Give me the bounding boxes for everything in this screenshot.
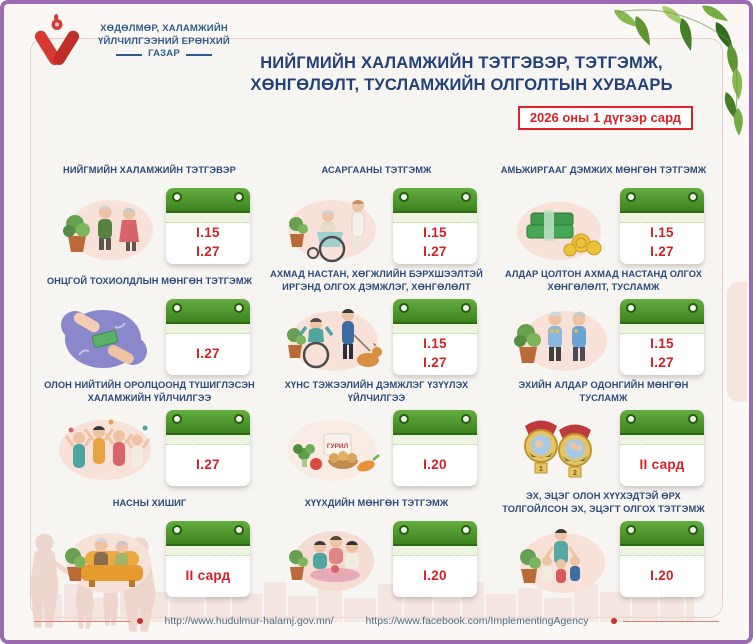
- agency-name: ХӨДӨЛМӨР, ХАЛАМЖИЙН ҮЙЛЧИЛГЭЭНИЙ ЕРӨНХИЙ…: [89, 23, 239, 61]
- calendar-icon: I.20: [393, 521, 477, 597]
- bullet-dot: [610, 618, 617, 624]
- payment-date: I.15: [423, 225, 447, 241]
- benefit-title: ХҮНС ТЭЖЭЭЛИЙН ДЭМЖЛЭГ ҮЗҮҮЛЭХ ҮЙЛЧИЛГЭЭ: [284, 380, 469, 403]
- footer: http://www.hudulmur-halamj.gov.mn/ https…: [34, 615, 719, 627]
- calendar-icon: I.27: [166, 299, 250, 375]
- schedule-grid: НИЙГМИЙН ХАЛАМЖИЙН ТЭТГЭВЭР: [40, 156, 713, 600]
- benefit-title: ОНЦГОЙ ТОХИОЛДЛЫН МӨНГӨН ТЭТГЭМЖ: [46, 275, 253, 286]
- page-title: НИЙГМИЙН ХАЛАМЖИЙН ТЭТГЭВЭР, ТЭТГЭМЖ, ХӨ…: [229, 52, 694, 97]
- schedule-item: НАСНЫ ХИШИГ: [40, 489, 259, 600]
- calendar-icon: I.15 I.27: [166, 188, 250, 264]
- flour-bag-label: ГУРИЛ: [327, 443, 349, 450]
- elderly-couple-sofa-illustration: [65, 533, 151, 593]
- dash-decoration: [185, 54, 212, 56]
- community-group-illustration: [59, 419, 151, 480]
- dash-decoration: [116, 54, 143, 56]
- calendar-icon: I.27: [166, 410, 250, 486]
- agency-logo: ХӨДӨЛМӨР, ХАЛАМЖИЙН ҮЙЛЧИЛГЭЭНИЙ ЕРӨНХИЙ…: [32, 12, 239, 72]
- benefit-title: ХҮҮХДИЙН МӨНГӨН ТЭТГЭМЖ: [304, 497, 449, 508]
- payment-date: I.27: [423, 244, 447, 259]
- benefit-title: ОЛОН НИЙТИЙН ОРОЛЦООНД ТҮШИГЛЭСЭН ХАЛАМЖ…: [44, 380, 255, 403]
- family-at-table-illustration: [289, 531, 374, 591]
- page-title-line1: НИЙГМИЙН ХАЛАМЖИЙН ТЭТГЭВЭР, ТЭТГЭМЖ,: [260, 54, 663, 72]
- caregiver-wheelchair-illustration: [288, 200, 376, 263]
- schedule-item: АМЬЖИРГААГ ДЭМЖИХ МӨНГӨН ТЭТГЭМЖ: [494, 156, 713, 267]
- hands-giving-money-illustration: [61, 310, 147, 368]
- calendar-icon: I.15 I.27: [620, 188, 704, 264]
- website-link[interactable]: http://www.hudulmur-halamj.gov.mn/: [164, 615, 334, 627]
- benefit-title: ЭХ, ЭЦЭГ ОЛОН ХҮҮХЭДТЭЙ ӨРХ ТОЛГОЙЛСОН Э…: [502, 491, 705, 514]
- payment-date: I.15: [650, 225, 674, 241]
- schedule-item: АХМАД НАСТАН, ХӨГЖЛИЙН БЭРХШЭЭЛТЭЙ ИРГЭН…: [267, 267, 486, 378]
- calendar-icon: I.20: [620, 521, 704, 597]
- schedule-item: ХҮҮХДИЙН МӨНГӨН ТЭТГЭМЖ: [267, 489, 486, 600]
- payment-date: I.20: [650, 567, 674, 583]
- benefit-title: АМЬЖИРГААГ ДЭМЖИХ МӨНГӨН ТЭТГЭМЖ: [500, 164, 707, 175]
- calendar-icon: II сард: [166, 521, 250, 597]
- medal-number: 2: [573, 470, 577, 477]
- payment-date: I.27: [650, 355, 674, 370]
- schedule-item: АЛДАР ЦОЛТОН АХМАД НАСТАНД ОЛГОХ ХӨНГӨЛӨ…: [494, 267, 713, 378]
- parent-with-children-illustration: [520, 529, 605, 593]
- payment-date: II сард: [185, 567, 231, 583]
- elderly-couple-illustration: [63, 200, 153, 260]
- calendar-icon: I.20: [393, 410, 477, 486]
- payment-date: I.15: [196, 225, 220, 241]
- payment-date: I.27: [196, 345, 220, 361]
- footer-line: [622, 620, 719, 622]
- schedule-item: АСАРГААНЫ ТЭТГЭМЖ: [267, 156, 486, 267]
- leaves-decoration: [614, 5, 743, 135]
- decorated-elders-illustration: [514, 311, 607, 371]
- schedule-item: ЭХИЙН АЛДАР ОДОНГИЙН МӨНГӨН ТУСЛАМЖ 1 2: [494, 378, 713, 489]
- payment-date: I.27: [423, 355, 447, 370]
- pink-blob-decoration: [727, 282, 747, 402]
- footer-line: [34, 620, 131, 622]
- payment-date: I.20: [423, 456, 447, 472]
- period-badge: 2026 оны 1 дүгээр сард: [517, 106, 693, 130]
- benefit-title: АСАРГААНЫ ТЭТГЭМЖ: [321, 164, 432, 175]
- food-basket-illustration: ГУРИЛ: [288, 419, 380, 481]
- agency-logo-icon: [34, 13, 80, 65]
- content-card: [30, 38, 723, 618]
- payment-date: I.27: [196, 244, 220, 259]
- schedule-item: ЭХ, ЭЦЭГ ОЛОН ХҮҮХЭДТЭЙ ӨРХ ТОЛГОЙЛСОН Э…: [494, 489, 713, 600]
- benefit-title: НИЙГМИЙН ХАЛАМЖИЙН ТЭТГЭВЭР: [63, 164, 236, 175]
- benefit-title: АЛДАР ЦОЛТОН АХМАД НАСТАНД ОЛГОХ ХӨНГӨЛӨ…: [504, 269, 703, 292]
- schedule-item: ХҮНС ТЭЖЭЭЛИЙН ДЭМЖЛЭГ ҮЗҮҮЛЭХ ҮЙЛЧИЛГЭЭ…: [267, 378, 486, 489]
- page-title-line2: ХӨНГӨЛӨЛТ, ТУСЛАМЖИЙН ОЛГОЛТЫН ХУВААРЬ: [250, 76, 673, 95]
- payment-date: I.15: [423, 336, 447, 352]
- bullet-dot: [136, 618, 143, 624]
- calendar-icon: I.15 I.27: [393, 188, 477, 264]
- benefit-title: ЭХИЙН АЛДАР ОДОНГИЙН МӨНГӨН ТУСЛАМЖ: [518, 380, 689, 403]
- calendar-icon: II сард: [620, 410, 704, 486]
- schedule-item: ОНЦГОЙ ТОХИОЛДЛЫН МӨНГӨН ТЭТГЭМЖ I.27: [40, 267, 259, 378]
- banknotes-coins-illustration: [517, 202, 602, 260]
- agency-name-line2: ҮЙЛЧИЛГЭЭНИЙ ЕРӨНХИЙ: [98, 35, 230, 47]
- payment-date: I.27: [196, 456, 220, 472]
- payment-date: I.15: [650, 336, 674, 352]
- schedule-item: ОЛОН НИЙТИЙН ОРОЛЦООНД ТҮШИГЛЭСЭН ХАЛАМЖ…: [40, 378, 259, 489]
- agency-name-line1: ХӨДӨЛМӨР, ХАЛАМЖИЙН: [100, 22, 228, 34]
- calendar-icon: I.15 I.27: [620, 299, 704, 375]
- agency-name-line3: ГАЗАР: [148, 48, 180, 60]
- payment-date: I.27: [650, 244, 674, 259]
- payment-date: I.20: [423, 567, 447, 583]
- benefit-title: АХМАД НАСТАН, ХӨГЖЛИЙН БЭРХШЭЭЛТЭЙ ИРГЭН…: [270, 269, 483, 292]
- maternal-glory-medals-illustration: 1 2: [524, 420, 592, 478]
- facebook-link[interactable]: https://www.facebook.com/ImplementingAge…: [365, 615, 589, 627]
- calendar-icon: I.15 I.27: [393, 299, 477, 375]
- benefit-title: НАСНЫ ХИШИГ: [112, 497, 187, 508]
- payment-date: II сард: [639, 456, 685, 472]
- wheelchair-guide-dog-illustration: [287, 309, 382, 371]
- schedule-item: НИЙГМИЙН ХАЛАМЖИЙН ТЭТГЭВЭР: [40, 156, 259, 267]
- medal-number: 1: [539, 466, 543, 473]
